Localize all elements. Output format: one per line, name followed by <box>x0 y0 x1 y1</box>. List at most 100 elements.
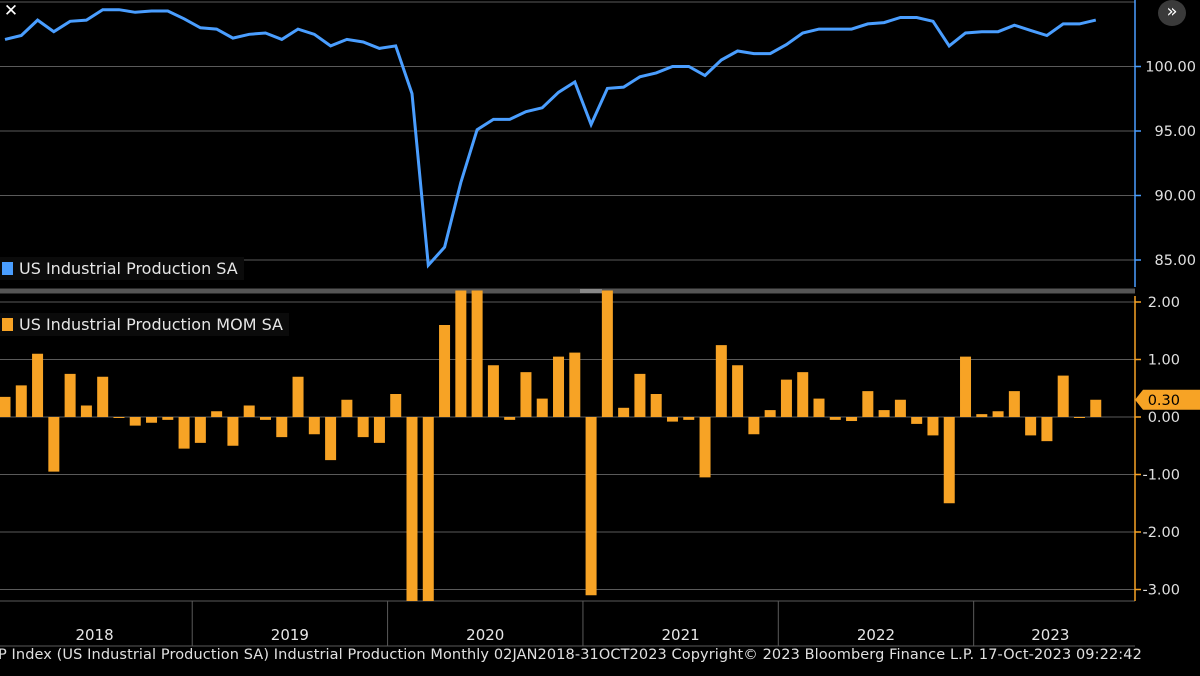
x-axis: 2018 2019 2020 2021 2022 2023 <box>0 601 1135 647</box>
bar <box>211 411 223 417</box>
bar <box>259 417 271 420</box>
bar <box>341 399 353 417</box>
bar <box>178 417 190 449</box>
y-tick-label: 100.00 <box>1145 60 1196 76</box>
bar <box>618 407 630 417</box>
footer-caption: P Index (US Industrial Production SA) In… <box>0 647 1142 663</box>
bar <box>699 417 711 478</box>
bar <box>601 290 613 417</box>
bar <box>471 290 483 417</box>
bar <box>927 417 939 436</box>
bar <box>732 365 744 417</box>
bar <box>162 417 174 420</box>
close-icon[interactable]: ✕ <box>3 1 19 21</box>
bar <box>64 373 76 417</box>
bar <box>569 352 581 417</box>
bar <box>97 376 109 417</box>
legend-label: US Industrial Production SA <box>19 259 238 278</box>
last-value-label: 0.30 <box>1135 389 1200 410</box>
bar <box>1073 417 1085 418</box>
y-axis-bottom: -3.00 -2.00 -1.00 0.00 1.00 2.00 <box>1134 295 1180 601</box>
bar <box>1008 391 1020 417</box>
bar <box>113 417 125 418</box>
bar <box>32 353 44 417</box>
y-tick-label: 95.00 <box>1154 124 1196 140</box>
bar <box>650 394 662 417</box>
bar <box>455 290 467 417</box>
x-tick-label: 2018 <box>75 626 113 644</box>
bar <box>276 417 288 438</box>
bar <box>487 365 499 417</box>
bar <box>439 325 451 417</box>
y-axis-top: 85.00 90.00 95.00 100.00 <box>1134 0 1196 287</box>
bar <box>227 417 239 446</box>
bar <box>520 372 532 417</box>
bar <box>634 373 646 417</box>
bar <box>1057 375 1069 417</box>
bar <box>878 410 890 417</box>
bar <box>1025 417 1037 436</box>
bar <box>406 417 418 601</box>
legend-label: US Industrial Production MOM SA <box>19 315 283 334</box>
bar <box>243 405 255 417</box>
bar <box>846 417 858 422</box>
bar <box>553 356 565 417</box>
bar <box>862 391 874 417</box>
bar <box>422 417 434 601</box>
bar <box>292 376 304 417</box>
bar <box>1090 399 1102 417</box>
bar <box>308 417 320 435</box>
bar <box>976 414 988 417</box>
bar <box>813 398 825 417</box>
bar <box>666 417 678 422</box>
x-tick-label: 2020 <box>466 626 504 644</box>
bar <box>129 417 141 426</box>
legend-swatch-blue <box>2 262 13 275</box>
bar <box>504 417 516 420</box>
bar <box>797 372 809 417</box>
y-tick-label: 0.00 <box>1148 410 1180 426</box>
y-tick-label: -3.00 <box>1142 583 1180 599</box>
bar <box>325 417 337 461</box>
y-tick-label: -2.00 <box>1142 525 1180 541</box>
line-series-path <box>4 8 1097 269</box>
bar <box>585 417 597 596</box>
bar <box>0 396 11 417</box>
last-value-badge <box>1135 389 1200 410</box>
legend-line-series: US Industrial Production SA <box>0 257 244 280</box>
x-tick-label: 2019 <box>271 626 309 644</box>
bar <box>683 417 695 420</box>
bar <box>390 394 402 417</box>
bar <box>894 399 906 417</box>
y-tick-label: 90.00 <box>1154 189 1196 205</box>
bar <box>357 417 369 438</box>
bar <box>15 385 27 417</box>
legend-bar-series: US Industrial Production MOM SA <box>0 313 289 336</box>
legend-swatch-orange <box>2 318 13 331</box>
double-chevron-right-icon[interactable]: » <box>1158 0 1186 26</box>
bar <box>911 417 923 424</box>
bar <box>194 417 206 443</box>
y-tick-label: -1.00 <box>1142 468 1180 484</box>
y-tick-label: 85.00 <box>1154 253 1196 269</box>
bar <box>780 379 792 417</box>
bar <box>943 417 955 504</box>
bar-series <box>0 290 1102 601</box>
bar <box>48 417 60 472</box>
last-value-text: 0.30 <box>1148 393 1180 409</box>
bar <box>829 417 841 420</box>
bar <box>748 417 760 435</box>
x-tick-label: 2022 <box>857 626 895 644</box>
bar <box>536 398 548 417</box>
bar <box>80 405 92 417</box>
bar <box>1041 417 1053 442</box>
bar <box>960 356 972 417</box>
y-tick-label: 2.00 <box>1148 295 1180 311</box>
bar <box>373 417 385 443</box>
bar <box>764 410 776 417</box>
x-tick-label: 2021 <box>662 626 700 644</box>
y-tick-label: 1.00 <box>1148 353 1180 369</box>
x-tick-label: 2023 <box>1031 626 1069 644</box>
bar <box>715 345 727 417</box>
